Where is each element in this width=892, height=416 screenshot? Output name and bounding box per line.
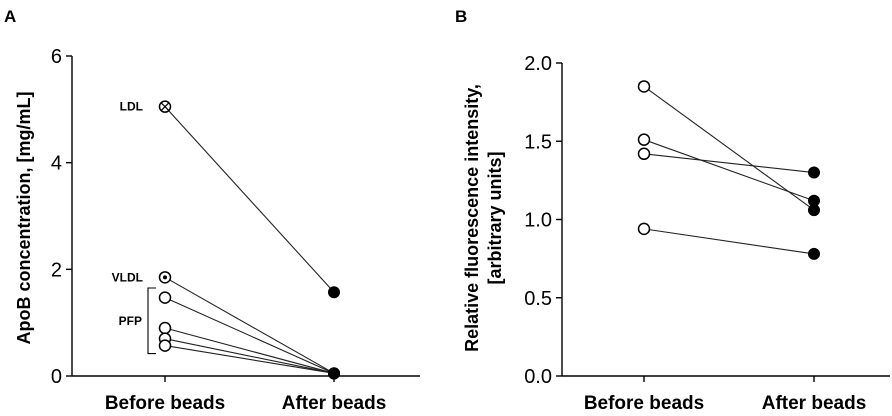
- before-point: [158, 271, 172, 284]
- panel-a-points: [158, 100, 340, 380]
- before-point: [637, 133, 651, 146]
- before-point: [637, 80, 651, 93]
- panel-a: A ApoB concentration, [mg/mL] 0 2 4 6 PFP L…: [4, 7, 420, 414]
- series-label: VLDL: [112, 270, 143, 284]
- before-point: [637, 147, 651, 161]
- panel-a-axes: [71, 56, 420, 377]
- annotation-label: PFP: [119, 314, 142, 328]
- x-category-label: Before beads: [584, 393, 704, 414]
- series-line: [164, 106, 335, 293]
- y-tick-label: 4: [51, 153, 62, 175]
- before-point: [158, 100, 172, 113]
- after-point: [808, 247, 820, 260]
- series-line: [643, 228, 815, 255]
- panel-a-lines: [164, 106, 335, 374]
- series-line: [643, 86, 815, 211]
- series-line: [164, 345, 335, 374]
- before-point: [158, 291, 172, 304]
- panel-a-ticks: 0 2 4 6: [51, 46, 72, 388]
- before-point: [158, 339, 172, 352]
- series-line: [164, 276, 335, 374]
- panel-a-categories: Before beads After beads: [105, 376, 386, 414]
- panel-b-y-axis-label-line1: Relative fluorescence intensity,: [462, 84, 482, 352]
- panel-b-categories: Before beads After beads: [584, 376, 866, 414]
- panel-b-points: [637, 80, 820, 260]
- series-line: [164, 327, 335, 374]
- series-line: [164, 338, 335, 374]
- x-category-label: After beads: [762, 393, 867, 414]
- after-point: [328, 286, 340, 299]
- y-tick-label: 1.0: [524, 210, 552, 232]
- y-tick-label: 6: [51, 46, 62, 68]
- panel-b: B Relative fluorescence intensity, [arbi…: [455, 7, 890, 414]
- panel-a-pfp-bracket: PFP: [119, 287, 156, 355]
- y-tick-label: 0.5: [524, 288, 552, 310]
- panel-b-lines: [643, 86, 815, 255]
- after-point: [808, 166, 820, 179]
- before-point: [637, 222, 651, 236]
- x-category-label: Before beads: [105, 393, 225, 414]
- after-point: [808, 194, 820, 207]
- y-tick-label: 2: [51, 259, 62, 281]
- panel-a-letter: A: [4, 7, 16, 26]
- series-label: LDL: [120, 100, 143, 114]
- series-line: [164, 297, 335, 374]
- before-point: [158, 321, 172, 335]
- panel-b-ticks: 0.0 0.5 1.0 1.5 2.0: [524, 53, 562, 388]
- series-line: [643, 139, 815, 202]
- y-tick-label: 1.5: [524, 131, 552, 153]
- y-tick-label: 0.0: [524, 366, 552, 388]
- panel-b-letter: B: [455, 7, 467, 26]
- panel-b-axes: [561, 63, 890, 377]
- y-tick-label: 2.0: [524, 53, 552, 75]
- panel-b-y-axis-label-line2: [arbitrary units]: [485, 151, 505, 284]
- y-tick-label: 0: [51, 366, 62, 388]
- series-line: [643, 153, 815, 174]
- x-category-label: After beads: [282, 393, 387, 414]
- panel-a-series-labels: LDL VLDL: [112, 100, 143, 285]
- annotation-bracket: [147, 287, 156, 355]
- panel-a-y-axis-label: ApoB concentration, [mg/mL]: [14, 92, 34, 345]
